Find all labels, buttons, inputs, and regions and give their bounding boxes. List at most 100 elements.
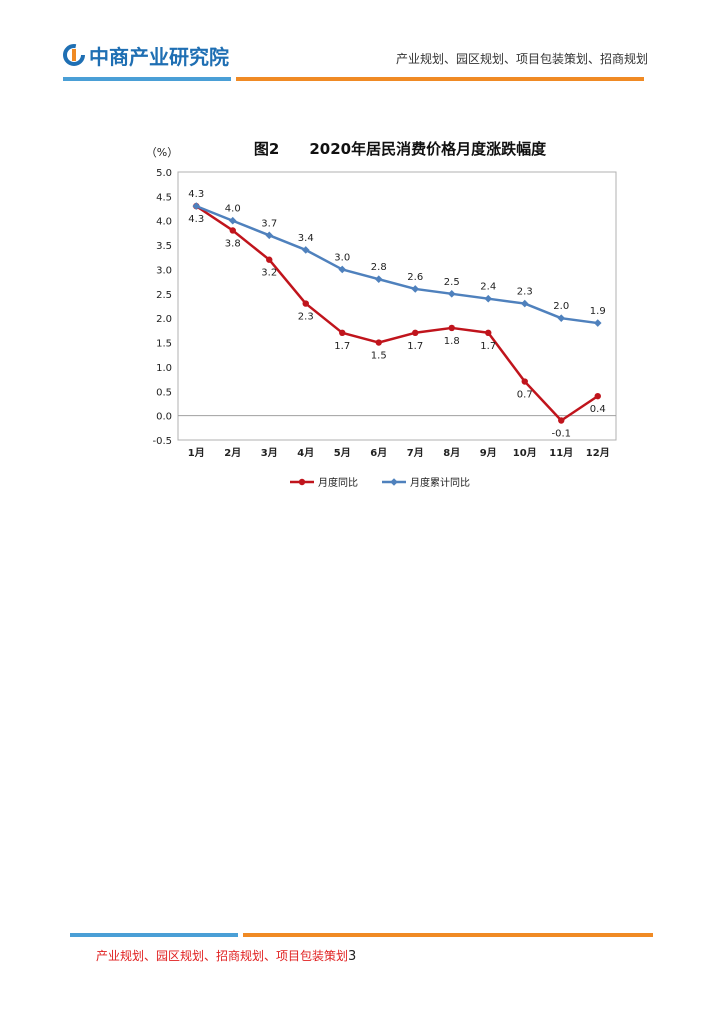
footer-tagline: 产业规划、园区规划、招商规划、项目包装策划 [96, 949, 349, 963]
y-tick-label: 0.5 [156, 387, 172, 398]
data-label: 3.8 [225, 238, 241, 249]
series-cumulative: 4.3 4.0 3.7 3.4 3.0 2.8 2.6 2.5 2.4 2.3 2.0 1.9 [188, 189, 606, 327]
chart-title: 图2 2020年居民消费价格月度涨跌幅度 [254, 140, 547, 158]
legend-label: 月度同比 [318, 476, 358, 489]
y-tick-label: 2.5 [156, 290, 172, 301]
x-tick-label: 3月 [261, 447, 278, 459]
data-label: 0.4 [590, 404, 606, 415]
data-point [593, 319, 602, 327]
data-point [484, 294, 493, 303]
legend-marker [298, 478, 306, 486]
data-point [594, 392, 601, 400]
data-label: 3.7 [261, 218, 277, 229]
legend-item: 月度累计同比 [382, 476, 470, 489]
data-point [374, 275, 383, 283]
data-point [520, 299, 529, 308]
x-tick-label: 5月 [334, 447, 351, 459]
data-label: 2.6 [407, 272, 423, 283]
x-tick-label: 6月 [370, 447, 387, 459]
x-tick-label: 10月 [513, 447, 537, 459]
legend-marker [390, 478, 398, 486]
legend-label: 月度累计同比 [410, 476, 470, 489]
data-label: 2.3 [298, 312, 314, 323]
x-tick-label: 9月 [480, 447, 497, 459]
data-point [338, 265, 347, 274]
data-point [192, 202, 201, 210]
cpi-chart: 图2 2020年居民消费价格月度涨跌幅度 （%） 5.0 4.5 4.0 3.5 3.0… [140, 130, 630, 500]
brand-name: 中商产业研究院 [89, 44, 229, 69]
page-header: 中商产业研究院 产业规划、园区规划、项目包装策划、招商规划 [0, 0, 724, 90]
x-tick-label: 12月 [586, 447, 610, 459]
data-label: 1.5 [371, 351, 387, 362]
data-point [447, 290, 456, 298]
series-layer: 4.33.83.22.31.71.51.7 1.8 1.70.7-0.10.44.3… [188, 189, 605, 439]
series-line [195, 204, 598, 325]
data-label: 2.3 [517, 287, 533, 298]
y-tick-label: 3.5 [156, 241, 172, 252]
x-tick-label: 1月 [188, 447, 205, 459]
data-point [228, 216, 237, 225]
y-tick-label: 4.0 [156, 217, 172, 228]
data-label: 2.5 [444, 277, 460, 288]
legend-item: 月度同比 [290, 476, 358, 489]
data-label: 0.7 [517, 390, 533, 401]
header-divider-blue [63, 77, 231, 81]
data-label: 4.0 [225, 204, 241, 215]
data-point [485, 329, 492, 336]
data-label: -0.1 [551, 429, 571, 440]
data-label: 1.7 [480, 341, 496, 352]
x-tick-label: 4月 [297, 447, 314, 459]
x-tick-label: 2月 [224, 447, 241, 459]
data-point [411, 285, 420, 293]
y-axis-label: （%） [146, 146, 178, 159]
data-point [265, 231, 274, 240]
data-label: 1.7 [334, 341, 350, 352]
header-divider-orange [236, 77, 644, 81]
data-label: 2.4 [480, 282, 496, 293]
footer-divider-orange [243, 933, 653, 937]
y-tick-label: 2.0 [156, 314, 172, 325]
y-tick-label: 1.5 [156, 339, 172, 350]
series-line [195, 205, 599, 422]
brand-logo-icon [63, 44, 85, 66]
y-tick-label: 0.0 [156, 412, 172, 423]
data-label: 3.0 [334, 252, 350, 263]
page-number: 3 [348, 949, 357, 964]
data-label: 1.9 [590, 306, 606, 317]
data-point [229, 227, 236, 234]
data-label: 1.7 [407, 341, 423, 352]
data-point [558, 417, 565, 424]
brand-logo[interactable]: 中商产业研究院 [63, 38, 229, 72]
data-point [302, 300, 309, 307]
data-point [412, 329, 419, 336]
footer: 产业规划、园区规划、招商规划、项目包装策划3 [96, 947, 356, 964]
chart-legend: 月度同比 月度累计同比 [290, 476, 470, 489]
data-label: 4.3 [188, 214, 204, 225]
data-point [339, 329, 346, 336]
header-tagline: 产业规划、园区规划、项目包装策划、招商规划 [395, 52, 648, 66]
chart-svg: 图2 2020年居民消费价格月度涨跌幅度 （%） 5.0 4.5 4.0 3.5 3.0… [146, 140, 617, 489]
data-label: 2.0 [553, 301, 569, 312]
y-tick-label: 1.0 [156, 363, 172, 374]
y-tick-label: 5.0 [156, 168, 172, 179]
y-axis-ticks: 5.0 4.5 4.0 3.5 3.0 2.5 2.0 1.5 1.0 0.5 0.0 -0.5 [152, 168, 172, 447]
data-point [375, 339, 382, 346]
x-axis-ticks: 1月 2月 3月 4月 5月 6月 7月 8月 9月 10月 11月 12月 [188, 447, 610, 459]
data-label: 4.3 [188, 189, 204, 200]
data-label: 3.4 [298, 233, 314, 244]
series-yoy: 4.3 3.8 3.2 2.3 1.7 1.5 1.7 1.8 1.7 0.7 -0.1 0.4 [188, 202, 606, 440]
y-tick-label: -0.5 [152, 436, 172, 447]
data-point [448, 324, 455, 332]
data-label: 2.8 [371, 262, 387, 273]
x-tick-label: 11月 [549, 447, 573, 459]
data-point [521, 378, 528, 385]
data-point [266, 256, 273, 263]
x-tick-label: 8月 [443, 447, 460, 459]
plot-area [177, 171, 617, 441]
y-tick-label: 4.5 [156, 192, 172, 203]
data-point [557, 314, 566, 322]
footer-divider-blue [70, 933, 238, 937]
y-tick-label: 3.0 [156, 265, 172, 276]
x-tick-label: 7月 [407, 447, 424, 459]
data-label: 3.2 [261, 268, 277, 279]
